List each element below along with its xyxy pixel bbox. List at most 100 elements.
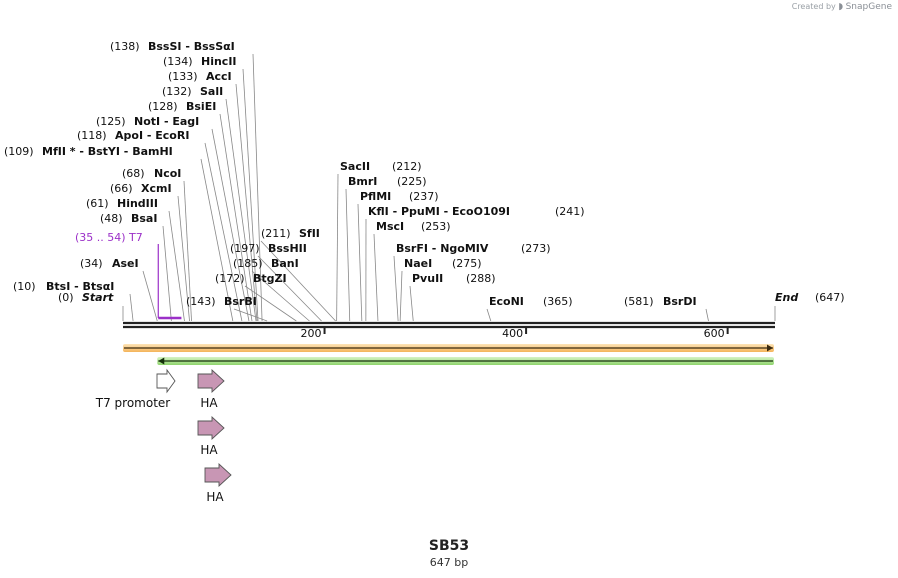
enzyme-position: (365) [543,295,573,308]
backbone [123,321,775,329]
feature-arrow-icon [156,368,176,394]
enzyme-leader [242,68,259,322]
primer-t7: (35 .. 54) T7 [75,231,182,320]
enzyme-name: SfII [299,227,320,240]
enzyme-site: (118) ApoI - EcoRI [77,129,189,142]
enzyme-site: EcoNI (365) [489,295,573,308]
start-position: (0) [58,291,74,304]
enzyme-site: (109) MfII * - BstYI - BamHI [4,145,173,158]
enzyme-leader [211,128,250,322]
enzyme-position: (10) [13,280,36,293]
enzyme-labels: (10) BtsI - BtsαI (34) AseI (48) BsaI (61) Hind… [4,40,845,308]
enzyme-leader [705,308,709,322]
enzyme-name: BssHII [268,242,307,255]
enzyme-site: SacII (212) [340,160,422,173]
enzyme-leader [486,308,492,322]
enzyme-name: BsaI [131,212,157,225]
enzyme-leader [177,195,190,322]
enzyme-position: (118) [77,129,107,142]
enzyme-name: BsiEI [186,100,216,113]
enzyme-site: (132) SalI [162,85,223,98]
enzyme-site: NaeI (275) [404,257,482,270]
enzyme-leader [142,270,158,322]
enzyme-site: (61) HindIII [86,197,158,210]
enzyme-name: BsrDI [663,295,697,308]
enzyme-position: (48) [100,212,123,225]
enzyme-leader [336,173,339,322]
snapgene-brand: SnapGene [845,2,892,12]
enzyme-position: (253) [421,220,451,233]
end-position: (647) [815,291,845,304]
enzyme-leader [393,255,399,322]
enzyme-name: BtgZI [253,272,287,285]
enzyme-site: (185) BanI [233,257,299,270]
end-marker: End (647) [775,291,845,304]
map-length: 647 bp [429,556,469,569]
enzyme-name: AccI [206,70,232,83]
enzyme-position: (134) [163,55,193,68]
enzyme-leader [251,270,310,322]
enzyme-position: (172) [215,272,245,285]
enzyme-name: BssSI - BssSαI [148,40,235,53]
enzyme-leader [373,233,379,322]
orf-forward-arrowhead [766,344,773,352]
orf-reverse-arrowhead [158,357,165,365]
enzyme-position: (61) [86,197,109,210]
enzyme-site: (128) BsiEI [148,100,216,113]
enzyme-name: ApoI - EcoRI [115,129,189,142]
primer-label: (35 .. 54) T7 [75,231,143,244]
enzyme-name: SalI [200,85,223,98]
enzyme-site: KflI - PpuMI - EcoO109I (241) [368,205,585,218]
snapgene-logo-icon: ◗ [838,2,844,12]
enzyme-position: (237) [409,190,439,203]
enzyme-name: HincII [201,55,237,68]
enzyme-position: (225) [397,175,427,188]
enzyme-name: AseI [112,257,139,270]
enzyme-name: HindIII [117,197,158,210]
enzyme-leader [409,285,414,322]
enzyme-leader [345,188,351,322]
enzyme-position: (125) [96,115,126,128]
enzyme-position: (143) [186,295,216,308]
enzyme-position: (138) [110,40,140,53]
enzyme-name: NotI - EagI [134,115,199,128]
feature-label: T7 promoter [95,396,171,410]
feature-ha-3: HA [204,462,232,504]
enzyme-position: (581) [624,295,654,308]
enzyme-leader [168,210,185,322]
enzyme-name: EcoNI [489,295,524,308]
ruler: 200 400 600 [301,327,729,340]
enzyme-site: (10) BtsI - BtsαI [13,280,114,293]
enzyme-name: SacII [340,160,370,173]
feature-ha-2: HA [197,415,225,457]
enzyme-leader [399,270,403,322]
enzyme-leader [235,83,258,322]
ruler-tick-label: 400 [502,327,523,340]
enzyme-leader [204,142,243,322]
enzyme-position: (212) [392,160,422,173]
sequence-map: (10) BtsI - BtsαI (34) AseI (48) BsaI (61) Hind… [4,40,845,504]
start-label: Start [82,291,114,304]
enzyme-name: BmrI [348,175,377,188]
ruler-tick-label: 200 [301,327,322,340]
enzyme-position: (211) [261,227,291,240]
feature-arrow-icon [197,368,225,394]
enzyme-name: MfII * - BstYI - BamHI [42,145,173,158]
enzyme-name: NcoI [154,167,181,180]
enzyme-leader [257,255,322,322]
enzyme-site: (197) BssHII [230,242,307,255]
enzyme-name: XcmI [141,182,172,195]
enzyme-site: PflMI (237) [360,190,439,203]
enzyme-name: MscI [376,220,404,233]
orf-tracks [123,344,774,365]
feature-label: HA [200,396,218,410]
enzyme-name: BsrFI - NgoMIV [396,242,489,255]
enzyme-position: (133) [168,70,198,83]
enzyme-leader [200,158,234,322]
feature-label: HA [206,490,224,504]
enzyme-leader [129,293,134,322]
enzyme-leader [233,308,268,322]
feature-arrow-icon [204,462,232,488]
enzyme-site: BsrFI - NgoMIV (273) [396,242,551,255]
enzyme-site: (48) BsaI [100,212,157,225]
